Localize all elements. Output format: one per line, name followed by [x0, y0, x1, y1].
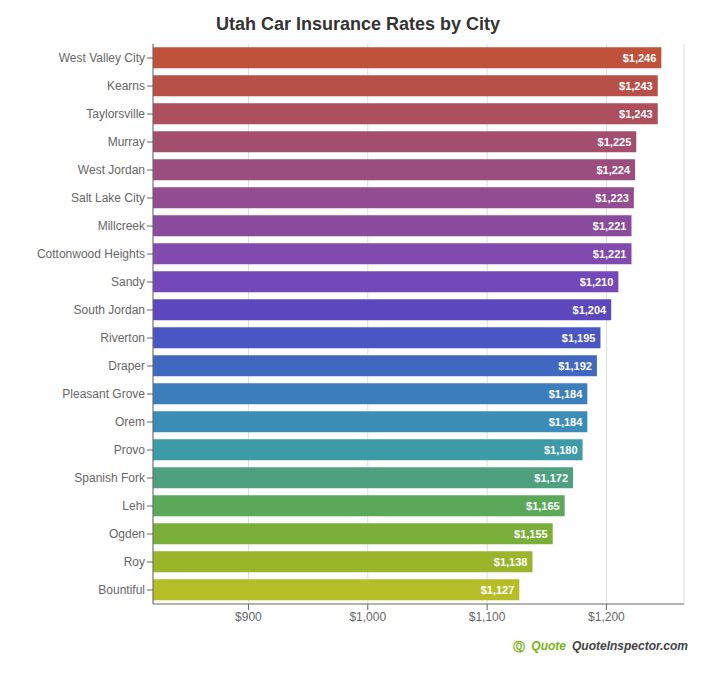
svg-text:$1,192: $1,192 [558, 360, 592, 372]
svg-text:$1,224: $1,224 [596, 164, 631, 176]
svg-text:Millcreek: Millcreek [98, 219, 146, 233]
svg-text:$1,184: $1,184 [549, 416, 584, 428]
svg-text:$1,204: $1,204 [573, 304, 608, 316]
svg-text:Roy: Roy [124, 555, 145, 569]
svg-text:$1,243: $1,243 [619, 80, 653, 92]
html-text:Quote: Quote [531, 639, 566, 653]
svg-text:Ogden: Ogden [109, 527, 145, 541]
svg-text:$1,246: $1,246 [623, 52, 657, 64]
svg-text:South Jordan: South Jordan [74, 303, 145, 317]
svg-text:Taylorsville: Taylorsville [86, 107, 145, 121]
svg-text:$1,172: $1,172 [534, 472, 568, 484]
svg-text:$1,138: $1,138 [494, 556, 528, 568]
svg-text:Draper: Draper [108, 359, 145, 373]
svg-text:$1,195: $1,195 [562, 332, 596, 344]
svg-text:Bountiful: Bountiful [98, 583, 145, 597]
svg-text:$1,221: $1,221 [593, 220, 627, 232]
svg-text:West Jordan: West Jordan [78, 163, 145, 177]
svg-text:Lehi: Lehi [122, 499, 145, 513]
svg-text:Sandy: Sandy [111, 275, 145, 289]
svg-text:Cottonwood Heights: Cottonwood Heights [37, 247, 145, 261]
svg-text:$1,180: $1,180 [544, 444, 578, 456]
svg-text:Orem: Orem [115, 415, 145, 429]
svg-text:$1,100: $1,100 [469, 610, 506, 624]
svg-text:$1,223: $1,223 [595, 192, 629, 204]
svg-text:$1,225: $1,225 [598, 136, 632, 148]
svg-text:West Valley City: West Valley City [59, 51, 145, 65]
html-text:QuoteInspector.com: QuoteInspector.com [572, 639, 688, 653]
svg-text:Murray: Murray [108, 135, 145, 149]
svg-text:Kearns: Kearns [107, 79, 145, 93]
svg-text:$1,184: $1,184 [549, 388, 584, 400]
svg-text:Pleasant Grove: Pleasant Grove [62, 387, 145, 401]
svg-text:$1,221: $1,221 [593, 248, 627, 260]
html-text:Utah Car Insurance Rates by Ci: Utah Car Insurance Rates by City [216, 14, 500, 34]
svg-text:Salt Lake City: Salt Lake City [71, 191, 145, 205]
svg-text:$900: $900 [235, 610, 262, 624]
svg-text:Provo: Provo [114, 443, 146, 457]
svg-text:Spanish Fork: Spanish Fork [74, 471, 146, 485]
svg-text:$1,127: $1,127 [481, 584, 515, 596]
svg-text:$1,000: $1,000 [349, 610, 386, 624]
svg-text:$1,200: $1,200 [588, 610, 625, 624]
svg-text:$1,165: $1,165 [526, 500, 560, 512]
svg-text:$1,155: $1,155 [514, 528, 548, 540]
svg-text:$1,243: $1,243 [619, 108, 653, 120]
svg-text:Riverton: Riverton [100, 331, 145, 345]
svg-text:$1,210: $1,210 [580, 276, 614, 288]
